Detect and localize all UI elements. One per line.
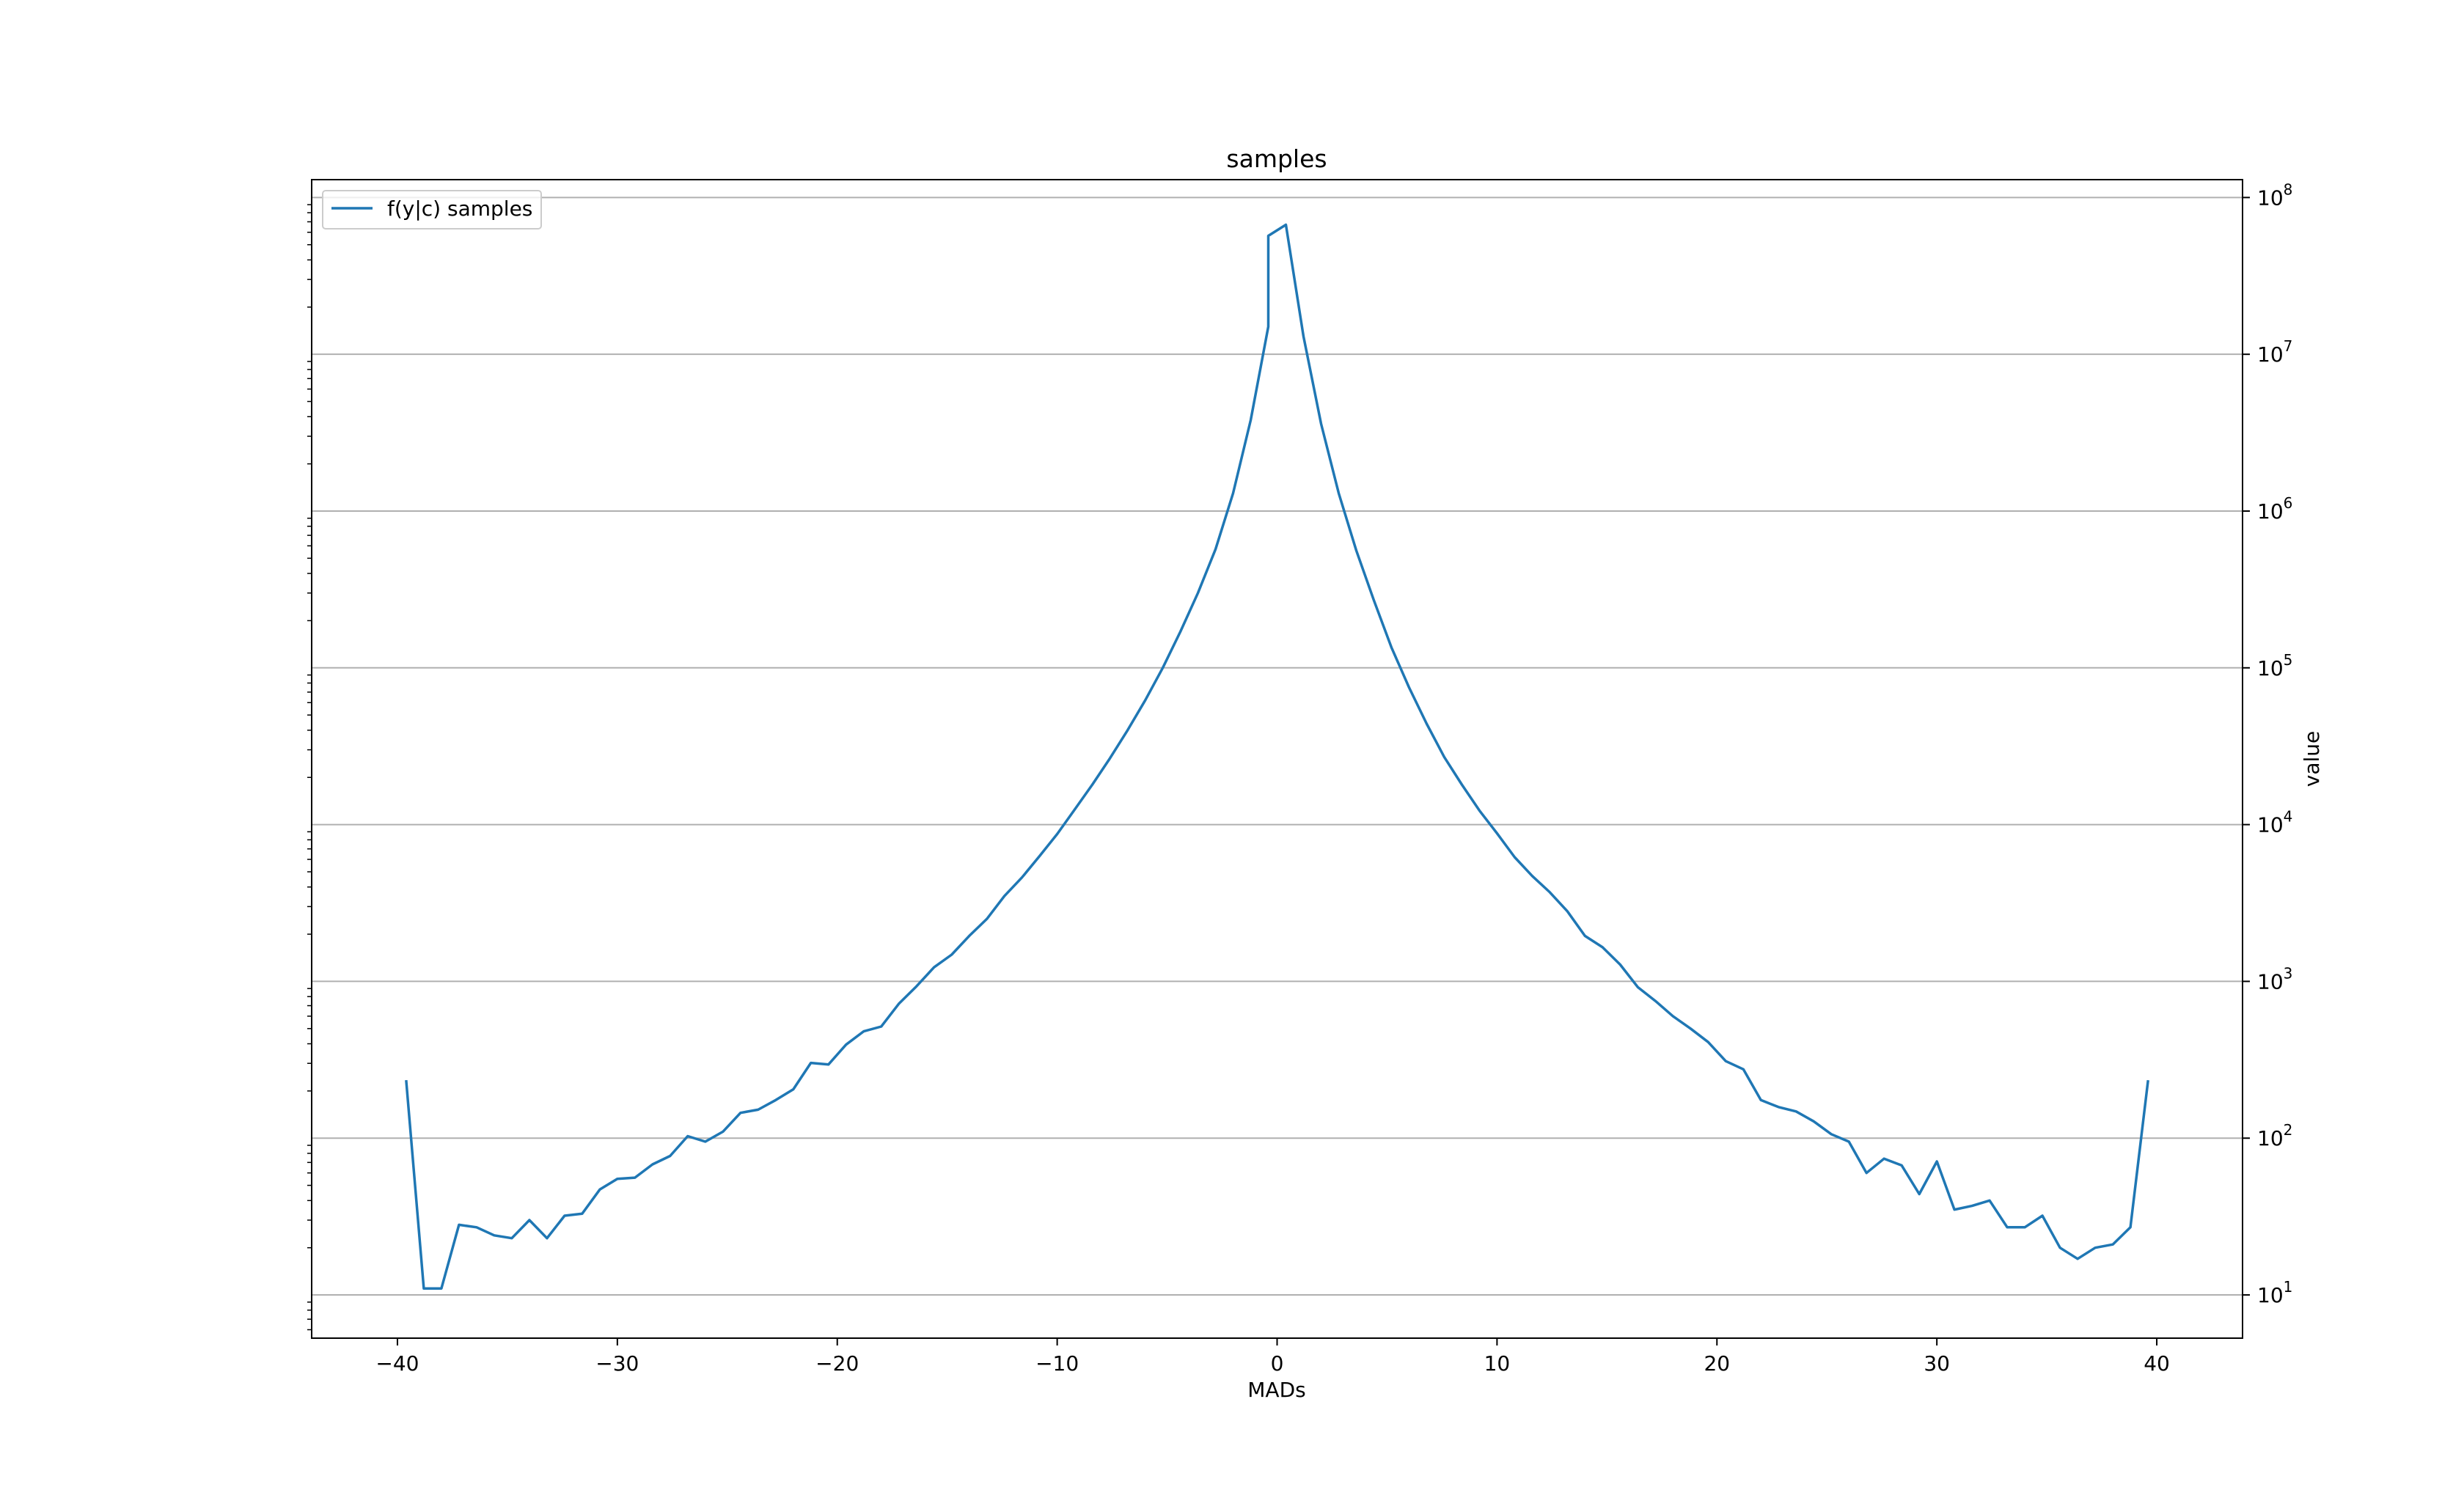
x-tick-label: 30 xyxy=(1924,1351,1950,1376)
series-line xyxy=(405,223,2149,1290)
y-tick-label: 107 xyxy=(2257,337,2292,367)
y-axis-label: value xyxy=(2300,731,2324,787)
legend-box xyxy=(322,190,542,230)
y-tick-label: 105 xyxy=(2257,651,2292,680)
y-tick-label: 103 xyxy=(2257,964,2292,994)
legend-label: f(y|c) samples xyxy=(387,197,532,221)
y-tick-label: 108 xyxy=(2257,180,2292,210)
grid-lines xyxy=(312,197,2243,1296)
x-tick-label: −40 xyxy=(375,1351,419,1376)
x-tick-label: −10 xyxy=(1035,1351,1079,1376)
x-tick-label: 10 xyxy=(1484,1351,1511,1376)
x-tick-label: 40 xyxy=(2144,1351,2170,1376)
x-axis-ticks: −40 −30 −20 −10 0 10 20 30 40 xyxy=(375,1338,2170,1376)
chart-title: samples xyxy=(1226,144,1327,173)
legend: f(y|c) samples xyxy=(322,190,542,230)
y-tick-label: 102 xyxy=(2257,1121,2292,1150)
y-tick-label: 101 xyxy=(2257,1278,2292,1307)
series-layer xyxy=(405,223,2149,1290)
x-tick-label: 20 xyxy=(1704,1351,1730,1376)
x-tick-label: 0 xyxy=(1271,1351,1284,1376)
y-tick-label: 104 xyxy=(2257,808,2292,837)
y-tick-label: 106 xyxy=(2257,494,2292,524)
x-axis-label: MADs xyxy=(1247,1378,1305,1402)
x-tick-label: −20 xyxy=(815,1351,859,1376)
y-axis-ticks: 101 102 103 104 105 106 107 108 xyxy=(2243,180,2292,1307)
x-tick-label: −30 xyxy=(595,1351,639,1376)
